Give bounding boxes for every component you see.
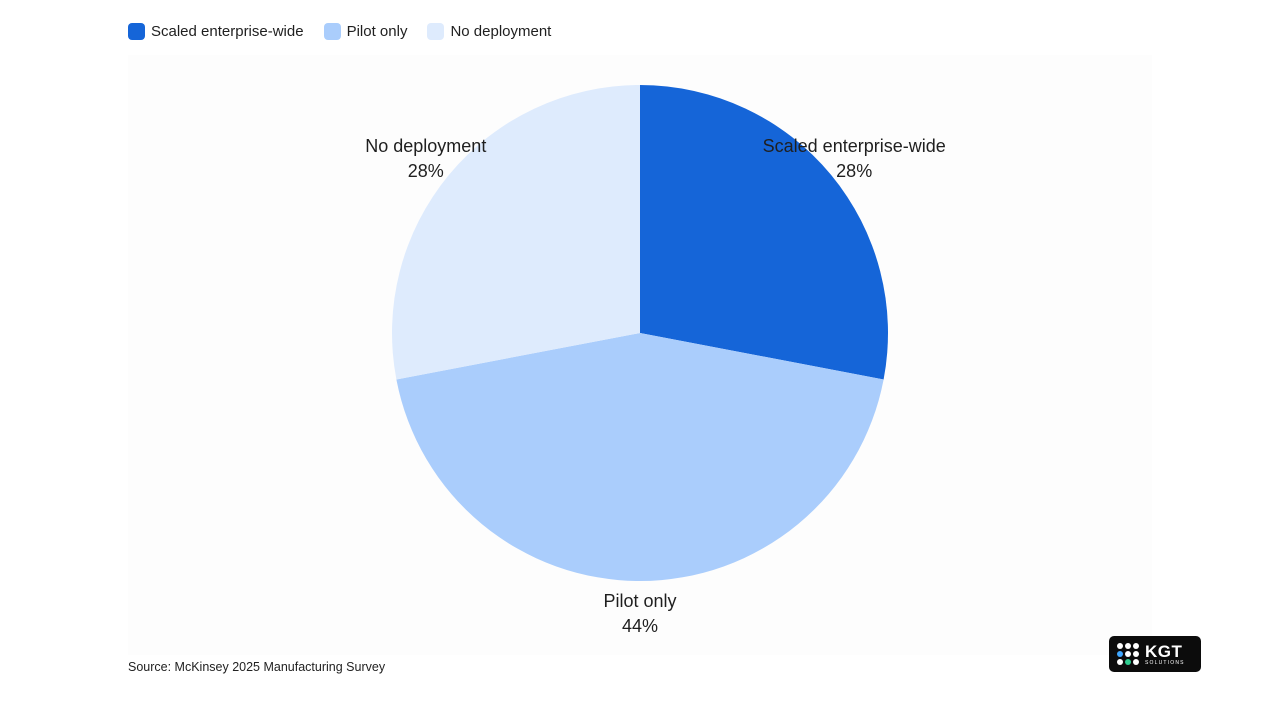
legend-label-no-deployment: No deployment — [450, 22, 552, 40]
pie-slice-pilot-only — [396, 333, 884, 581]
legend-item-pilot-only: Pilot only — [323, 22, 408, 40]
legend-label-scaled-enterprise-wide: Scaled enterprise-wide — [151, 22, 304, 40]
legend-item-scaled-enterprise-wide: Scaled enterprise-wide — [128, 22, 304, 40]
legend-swatch-pilot-only — [323, 22, 341, 40]
pie-slice-scaled-enterprise-wide — [640, 85, 889, 380]
source-note: Source: McKinsey 2025 Manufacturing Surv… — [128, 660, 386, 674]
slice-label-no-deployment: No deployment 28% — [365, 136, 486, 181]
legend-swatch-no-deployment — [427, 22, 445, 40]
slice-category-label: No deployment — [365, 136, 486, 156]
chart-legend: Scaled enterprise-wide Pilot only No deplo… — [128, 20, 551, 42]
slice-value-label: 28% — [836, 161, 872, 181]
slice-label-scaled-enterprise-wide: Scaled enterprise-wide 28% — [763, 136, 946, 181]
kgt-logo: KGT SOLUTIONS — [1109, 636, 1201, 672]
slice-label-pilot-only: Pilot only 44% — [603, 591, 676, 636]
legend-swatch-scaled-enterprise-wide — [128, 22, 145, 40]
pie-slice-no-deployment — [392, 85, 640, 380]
legend-label-pilot-only: Pilot only — [346, 22, 408, 40]
slice-value-label: 44% — [622, 616, 658, 636]
logo-text: KGT — [1145, 641, 1183, 661]
slice-value-label: 28% — [408, 161, 444, 181]
slice-category-label: Pilot only — [603, 591, 676, 611]
logo-subtext: SOLUTIONS — [1145, 659, 1185, 666]
legend-item-no-deployment: No deployment — [427, 22, 552, 40]
slice-category-label: Scaled enterprise-wide — [763, 136, 946, 156]
logo-dots-icon — [1117, 643, 1139, 665]
